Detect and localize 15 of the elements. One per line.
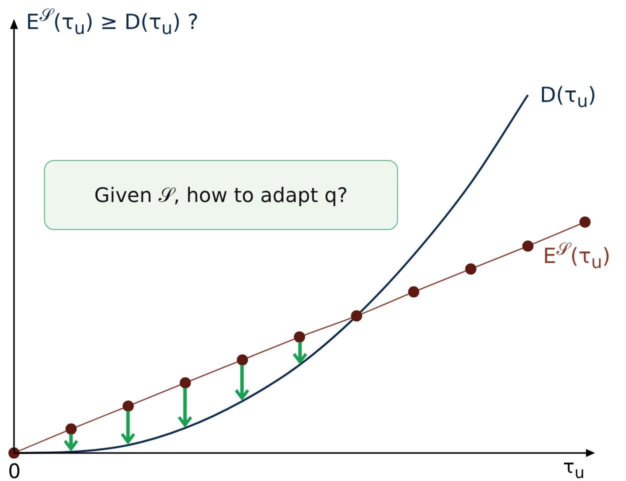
- point: [180, 377, 191, 388]
- note-box: Given 𝒮, how to adapt q?: [44, 160, 398, 230]
- point: [522, 240, 534, 252]
- x-axis-title: τ$_{u}$: [563, 456, 584, 481]
- point: [579, 216, 591, 228]
- text: 0: [8, 459, 21, 481]
- point: [66, 423, 77, 435]
- series-label: D(τ$_{u}$): [540, 83, 596, 112]
- point: [122, 400, 134, 412]
- point: [294, 331, 306, 343]
- y-axis-title: E$^{𝒮}$(τ$_{u}$) ≥ D(τ$_{u}$) ?: [26, 6, 198, 40]
- point: [236, 354, 248, 366]
- series-label: E$^{𝒮}$(τ$_{u}$): [543, 240, 610, 274]
- point: [465, 263, 476, 275]
- point: [408, 286, 420, 298]
